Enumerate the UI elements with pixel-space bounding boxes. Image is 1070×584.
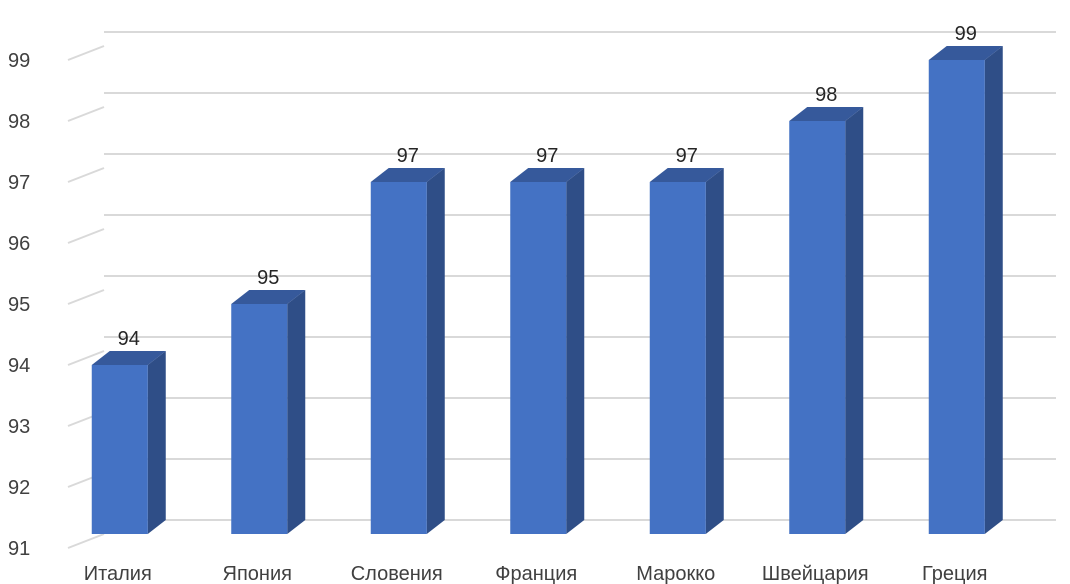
y-tick-label: 92: [8, 477, 30, 499]
y-tick-label: 98: [8, 111, 30, 133]
y-tick-label: 99: [8, 50, 30, 72]
bar-top: [789, 107, 864, 121]
bar-side: [845, 107, 864, 534]
bar-front: [91, 365, 148, 534]
bar-top: [231, 290, 306, 304]
bar-front: [789, 121, 846, 534]
bar: [789, 107, 864, 534]
bar: [649, 168, 724, 534]
bar-front: [231, 304, 288, 534]
data-label: 97: [536, 145, 558, 167]
gridline-diagonal: [67, 289, 105, 305]
bar-front: [510, 182, 567, 534]
data-label: 97: [676, 145, 698, 167]
bar-side: [984, 46, 1003, 534]
data-label: 98: [815, 84, 837, 106]
bar-side: [147, 351, 166, 534]
bar-top: [649, 168, 724, 182]
bar: [91, 351, 166, 534]
bar: [231, 290, 306, 534]
gridline-diagonal: [67, 45, 105, 61]
bar-front: [649, 182, 706, 534]
bar-side: [566, 168, 585, 534]
x-category-label: Италия: [84, 563, 152, 584]
data-labels: 94 95 97 97 97 98 99: [118, 23, 977, 350]
y-tick-label: 93: [8, 416, 30, 438]
y-tick-label: 97: [8, 172, 30, 194]
bars: [91, 46, 1003, 534]
data-label: 97: [397, 145, 419, 167]
bar: [928, 46, 1003, 534]
y-tick-label: 96: [8, 233, 30, 255]
gridline-diagonal: [67, 228, 105, 244]
bar-top: [91, 351, 166, 365]
bar-side: [287, 290, 306, 534]
gridline-diagonal: [67, 167, 105, 183]
data-label: 94: [118, 328, 140, 350]
y-tick-label: 95: [8, 294, 30, 316]
gridline-diagonal: [67, 106, 105, 122]
x-category-label: Словения: [351, 563, 443, 584]
gridline-diagonal: [67, 350, 105, 366]
y-axis-ticks: 91 92 93 94 95 96 97 98 99: [8, 50, 30, 560]
y-tick-label: 91: [8, 538, 30, 560]
data-label: 99: [955, 23, 977, 45]
bar-top: [928, 46, 1003, 60]
x-axis-categories: Италия Япония Словения Франция Марокко Швейца…: [84, 563, 988, 584]
x-category-label: Франция: [495, 563, 577, 584]
x-category-label: Марокко: [636, 563, 715, 584]
x-category-label: Греция: [922, 563, 987, 584]
bar-side: [705, 168, 724, 534]
bar-front: [928, 60, 985, 534]
x-category-label: Япония: [223, 563, 292, 584]
bar-top: [510, 168, 585, 182]
bar: [510, 168, 585, 534]
bar-top: [370, 168, 445, 182]
bar: [370, 168, 445, 534]
data-label: 95: [257, 267, 279, 289]
bar-side: [426, 168, 445, 534]
y-tick-label: 94: [8, 355, 30, 377]
gridline-diagonal: [67, 533, 105, 549]
x-category-label: Швейцария: [762, 563, 869, 584]
bar-front: [370, 182, 427, 534]
